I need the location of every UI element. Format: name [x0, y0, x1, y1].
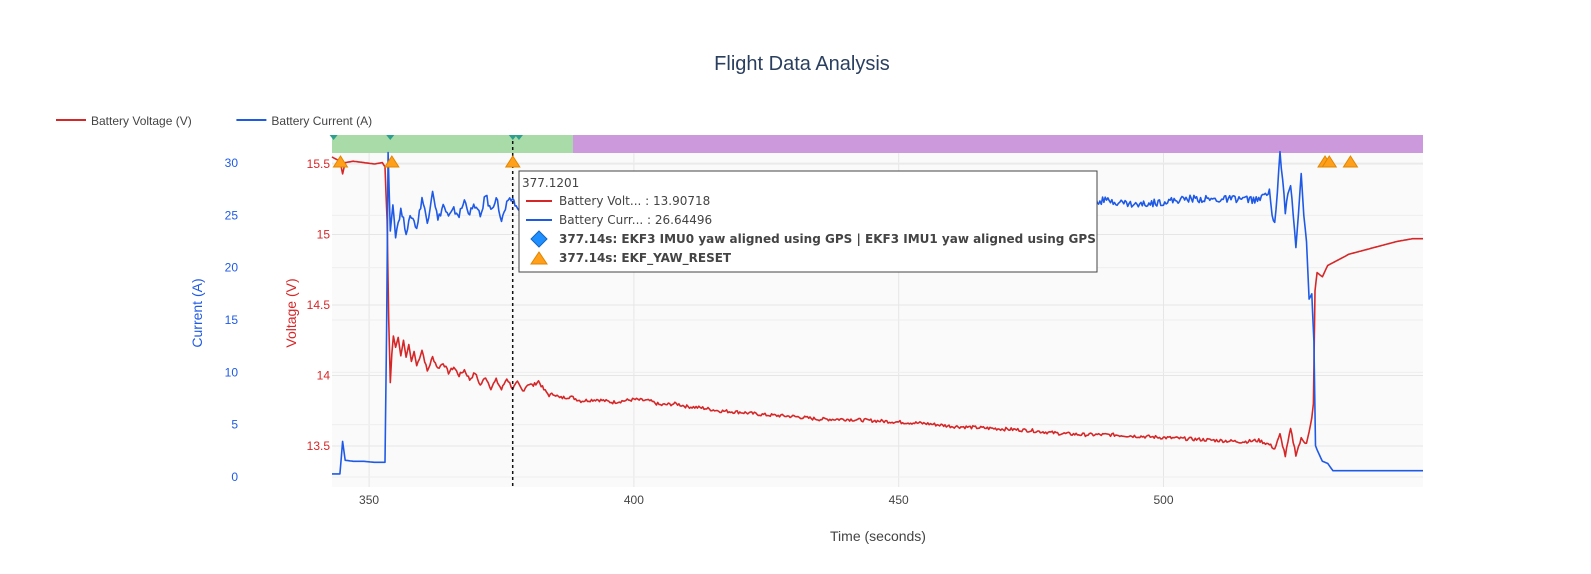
event-triangle-marker[interactable] — [504, 155, 521, 168]
x-tick-label: 500 — [1153, 493, 1173, 507]
current-tick-label: 0 — [231, 470, 238, 484]
voltage-tick-label: 15.5 — [307, 157, 331, 171]
voltage-axis-title: Voltage (V) — [283, 278, 299, 347]
mode-band — [572, 135, 1423, 153]
voltage-tick-label: 14.5 — [307, 298, 331, 312]
tooltip-line-text: Battery Curr... : 26.64496 — [559, 213, 712, 227]
voltage-series-line — [331, 156, 1423, 458]
current-tick-label: 10 — [225, 365, 239, 379]
current-tick-label: 30 — [225, 156, 239, 170]
x-tick-label: 350 — [359, 493, 379, 507]
x-tick-label: 450 — [889, 493, 909, 507]
tooltip-box — [518, 170, 1098, 273]
mode-band — [332, 135, 573, 153]
mode-change-marker[interactable] — [508, 135, 517, 140]
tooltip-line-text: Battery Volt... : 13.90718 — [559, 194, 710, 208]
x-tick-label: 400 — [624, 493, 644, 507]
event-triangle-marker[interactable] — [383, 155, 400, 168]
event-triangle-marker[interactable] — [332, 155, 349, 168]
current-tick-label: 15 — [225, 313, 239, 327]
voltage-tick-label: 13.5 — [307, 439, 331, 453]
voltage-tick-label: 14 — [317, 369, 331, 383]
current-axis-title: Current (A) — [189, 278, 205, 347]
triangle-icon — [530, 251, 548, 265]
tooltip-line-text: 377.14s: EKF3 IMU0 yaw aligned using GPS… — [559, 232, 1096, 246]
event-triangle-marker[interactable] — [1321, 155, 1338, 168]
hover-tooltip: 377.1201 Battery Volt... : 13.90718 Batter… — [518, 170, 1098, 273]
event-triangle-marker[interactable] — [1342, 155, 1359, 168]
legend-item[interactable]: Battery Voltage (V) — [56, 114, 192, 128]
event-markers[interactable] — [329, 135, 1359, 168]
current-tick-label: 20 — [225, 261, 239, 275]
current-tick-label: 5 — [231, 418, 238, 432]
legend-item[interactable]: Battery Current (A) — [236, 114, 372, 128]
legend-label: Battery Voltage (V) — [91, 114, 192, 128]
mode-change-marker[interactable] — [514, 135, 523, 140]
mode-bands — [332, 135, 1423, 153]
tooltip-x-value: 377.1201 — [522, 176, 579, 190]
legend-label: Battery Current (A) — [271, 114, 372, 128]
mode-change-marker[interactable] — [386, 135, 395, 140]
mode-change-marker[interactable] — [329, 135, 338, 140]
diamond-icon — [530, 230, 548, 248]
axis-ticks: 350 400 450 500 13.5 14 14.5 15 15.5 0 5 10 15 20 25 30 — [225, 156, 1174, 507]
legend[interactable]: Battery Voltage (V) Battery Current (A) — [56, 114, 372, 128]
chart-title: Flight Data Analysis — [714, 53, 890, 75]
current-tick-label: 25 — [225, 208, 239, 222]
x-axis-title: Time (seconds) — [830, 528, 926, 544]
tooltip-line-text: 377.14s: EKF_YAW_RESET — [559, 251, 732, 266]
voltage-tick-label: 15 — [317, 228, 331, 242]
